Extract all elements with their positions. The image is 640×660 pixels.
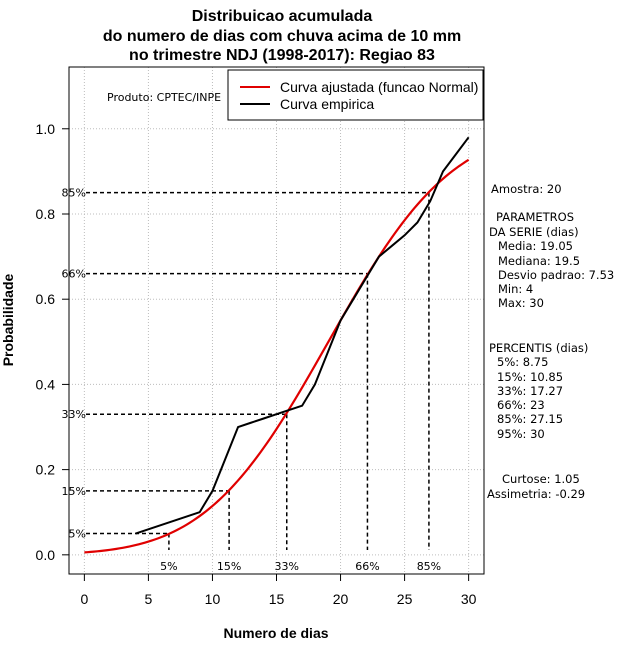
x-tick-label: 10 — [205, 591, 221, 607]
y-axis-label: Probabilidade — [0, 274, 16, 367]
axes: 0 5 10 15 20 25 30 0.0 0.2 0.4 0.6 0.8 1.0 — [36, 66, 485, 607]
x-tick-label: 0 — [80, 591, 88, 607]
percentile-label-y: 66% — [62, 268, 86, 281]
percentil-33: 33%: 17.27 — [497, 384, 563, 398]
legend-label-empirical: Curva empirica — [280, 96, 374, 112]
product-label: Produto: CPTEC/INPE — [107, 91, 221, 104]
fitted-normal-curve — [84, 158, 470, 554]
legend-box — [227, 69, 484, 121]
legend: Curva ajustada (funcao Normal) Curva emp… — [227, 69, 484, 121]
plot-frame — [68, 66, 485, 575]
y-tick-label: 0.2 — [36, 462, 56, 478]
param-sd: Desvio padrao: 7.53 — [498, 268, 614, 282]
y-tick-label: 0.0 — [36, 547, 56, 563]
percentil-66: 66%: 23 — [497, 398, 545, 412]
percentil-5: 5%: 8.75 — [497, 355, 548, 369]
percentile-label-y: 85% — [62, 187, 86, 200]
percentil-95: 95%: 30 — [497, 427, 545, 441]
chart-title-line-2: do numero de dias com chuva acima de 10 … — [103, 28, 461, 45]
curtose: Curtose: 1.05 — [502, 472, 580, 486]
percentile-label-x: 85% — [417, 560, 441, 573]
assimetria: Assimetria: -0.29 — [487, 487, 585, 501]
x-tick-label: 5 — [145, 591, 153, 607]
stats-panel: Amostra: 20 PARAMETROS DA SERIE (dias) M… — [487, 182, 614, 501]
percentile-label-x: 15% — [217, 560, 241, 573]
grid — [69, 67, 484, 574]
param-mean: Media: 19.05 — [498, 239, 573, 253]
params-title-1: PARAMETROS — [496, 210, 574, 224]
percentile-guides: 5% 5% 15% 15% 33% 33% 66% 66% 85% 85% — [62, 187, 442, 573]
percentile-label-x: 33% — [275, 560, 299, 573]
y-tick-label: 0.4 — [36, 376, 56, 392]
legend-label-fitted: Curva ajustada (funcao Normal) — [280, 79, 478, 95]
empirical-curve — [135, 136, 470, 535]
x-tick-label: 30 — [461, 591, 477, 607]
y-tick-label: 0.8 — [36, 206, 56, 222]
percentil-85: 85%: 27.15 — [497, 412, 563, 426]
y-tick-label: 0.6 — [36, 291, 56, 307]
x-axis-label: Numero de dias — [223, 625, 328, 641]
sample-size: Amostra: 20 — [491, 182, 562, 196]
percentile-label-x: 66% — [355, 560, 379, 573]
x-tick-label: 15 — [269, 591, 285, 607]
percentis-title: PERCENTIS (dias) — [489, 341, 588, 355]
param-max: Max: 30 — [498, 296, 544, 310]
x-tick-label: 20 — [333, 591, 349, 607]
chart-title-line-1: Distribuicao acumulada — [192, 8, 373, 25]
y-tick-label: 1.0 — [36, 121, 56, 137]
percentile-label-y: 5% — [69, 528, 86, 541]
x-tick-label: 25 — [397, 591, 413, 607]
params-title-2: DA SERIE (dias) — [489, 225, 579, 239]
param-median: Mediana: 19.5 — [498, 254, 580, 268]
series-lines — [84, 136, 470, 554]
percentil-15: 15%: 10.85 — [497, 370, 563, 384]
percentile-label-y: 15% — [62, 485, 86, 498]
percentile-label-y: 33% — [62, 408, 86, 421]
chart-title-line-3: no trimestre NDJ (1998-2017): Regiao 83 — [129, 47, 435, 64]
percentile-label-x: 5% — [160, 560, 177, 573]
param-min: Min: 4 — [498, 282, 533, 296]
